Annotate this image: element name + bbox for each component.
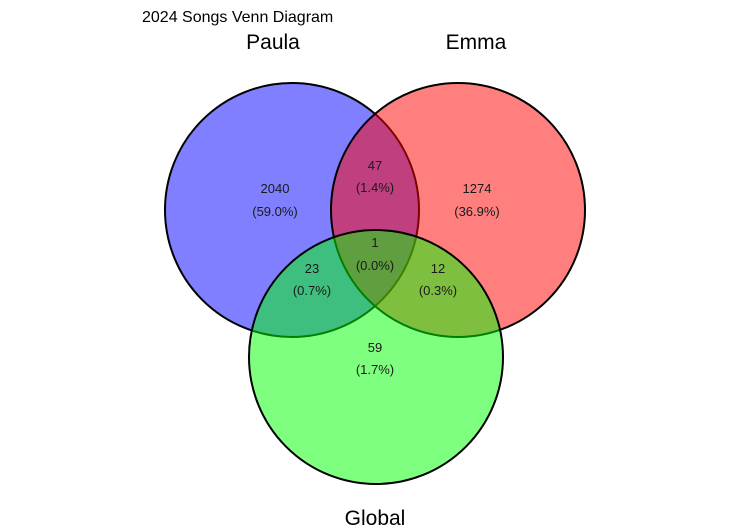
region-all-three: 1 (0.0%) (356, 235, 394, 273)
circle-global (248, 229, 504, 485)
region-count: 1 (371, 235, 378, 250)
region-count: 23 (305, 261, 319, 276)
region-percent: (0.3%) (419, 283, 457, 298)
region-percent: (1.4%) (356, 180, 394, 195)
region-paula-global: 23 (0.7%) (293, 261, 331, 298)
region-paula-only: 2040 (59.0%) (252, 181, 298, 219)
region-count: 2040 (261, 181, 290, 196)
set-label-global: Global (345, 507, 406, 530)
region-paula-emma: 47 (1.4%) (356, 158, 394, 195)
set-label-paula: Paula (246, 31, 300, 54)
region-emma-global: 12 (0.3%) (419, 261, 457, 298)
region-percent: (36.9%) (454, 204, 500, 219)
region-percent: (1.7%) (356, 362, 394, 377)
region-count: 1274 (463, 181, 492, 196)
region-percent: (59.0%) (252, 204, 298, 219)
region-count: 47 (368, 158, 382, 173)
region-count: 59 (368, 340, 382, 355)
region-emma-only: 1274 (36.9%) (454, 181, 500, 219)
region-global-only: 59 (1.7%) (356, 340, 394, 377)
set-label-emma: Emma (446, 31, 507, 54)
region-percent: (0.0%) (356, 258, 394, 273)
region-count: 12 (431, 261, 445, 276)
diagram-title: 2024 Songs Venn Diagram (142, 9, 333, 26)
region-percent: (0.7%) (293, 283, 331, 298)
